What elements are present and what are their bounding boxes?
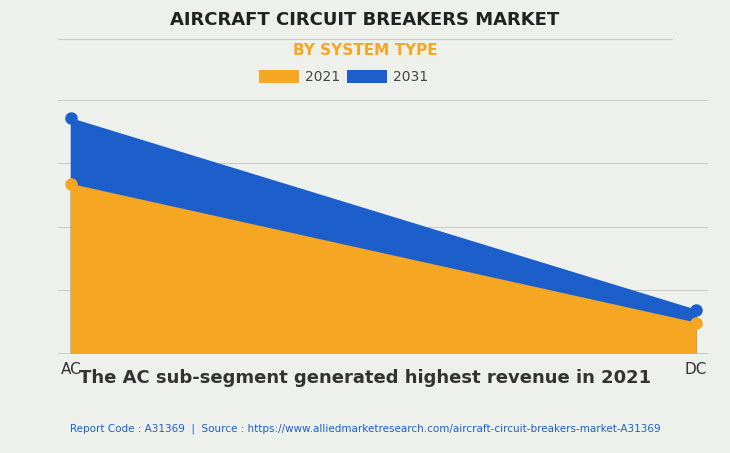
Text: 2021: 2021	[305, 70, 340, 84]
Text: AIRCRAFT CIRCUIT BREAKERS MARKET: AIRCRAFT CIRCUIT BREAKERS MARKET	[170, 11, 560, 29]
Text: 2031: 2031	[393, 70, 428, 84]
Text: Report Code : A31369  |  Source : https://www.alliedmarketresearch.com/aircraft-: Report Code : A31369 | Source : https://…	[69, 424, 661, 434]
Text: The AC sub-segment generated highest revenue in 2021: The AC sub-segment generated highest rev…	[79, 369, 651, 387]
Text: BY SYSTEM TYPE: BY SYSTEM TYPE	[293, 43, 437, 58]
